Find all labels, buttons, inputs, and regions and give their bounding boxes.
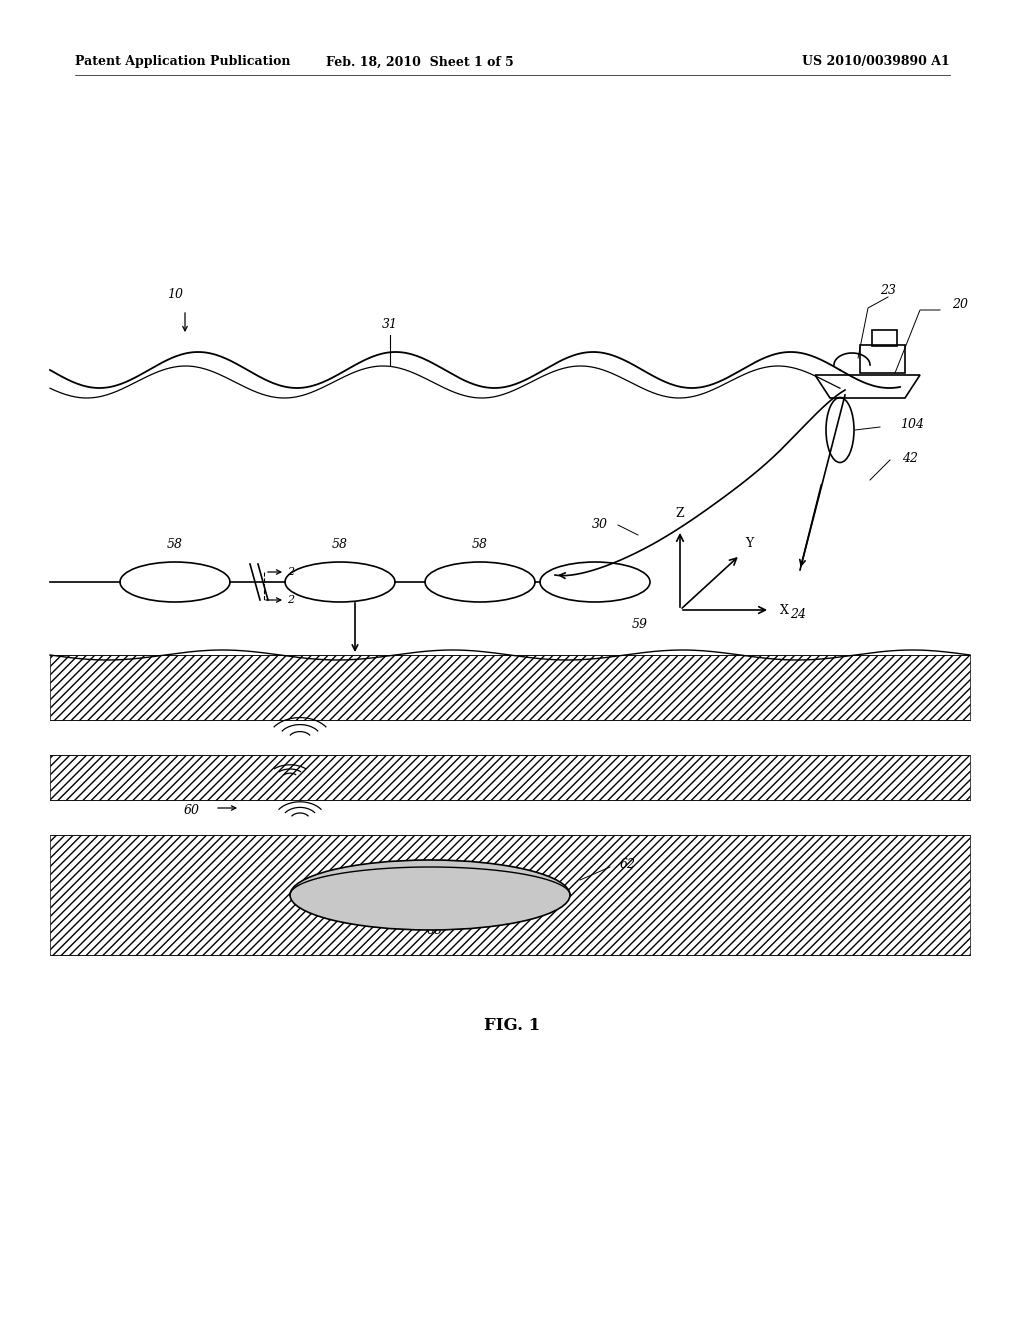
Text: 104: 104 xyxy=(900,418,924,432)
Text: 62: 62 xyxy=(620,858,636,871)
Text: 2: 2 xyxy=(287,568,294,577)
Bar xyxy=(50,755,970,800)
Text: 30: 30 xyxy=(592,519,608,532)
Text: 31: 31 xyxy=(382,318,398,331)
Bar xyxy=(50,836,970,954)
Text: US 2010/0039890 A1: US 2010/0039890 A1 xyxy=(802,55,950,69)
Bar xyxy=(872,330,897,346)
Text: FIG. 1: FIG. 1 xyxy=(484,1016,540,1034)
Text: 59: 59 xyxy=(632,619,648,631)
Text: 2: 2 xyxy=(287,595,294,605)
Text: 10: 10 xyxy=(167,289,183,301)
Bar xyxy=(50,655,970,719)
Text: 60: 60 xyxy=(184,804,200,817)
Text: X: X xyxy=(780,603,788,616)
Text: 23: 23 xyxy=(880,284,896,297)
Text: Feb. 18, 2010  Sheet 1 of 5: Feb. 18, 2010 Sheet 1 of 5 xyxy=(326,55,514,69)
Text: 24: 24 xyxy=(790,609,806,622)
Text: 58: 58 xyxy=(472,539,488,552)
Text: 65: 65 xyxy=(427,887,443,899)
Text: Z: Z xyxy=(676,507,684,520)
Text: 42: 42 xyxy=(902,451,918,465)
Text: 68: 68 xyxy=(427,924,443,936)
Text: Y: Y xyxy=(745,537,754,550)
Text: 58: 58 xyxy=(167,539,183,552)
Ellipse shape xyxy=(290,861,570,931)
Text: 58: 58 xyxy=(332,539,348,552)
Text: Patent Application Publication: Patent Application Publication xyxy=(75,55,291,69)
Bar xyxy=(860,345,905,374)
Text: 20: 20 xyxy=(952,298,968,312)
